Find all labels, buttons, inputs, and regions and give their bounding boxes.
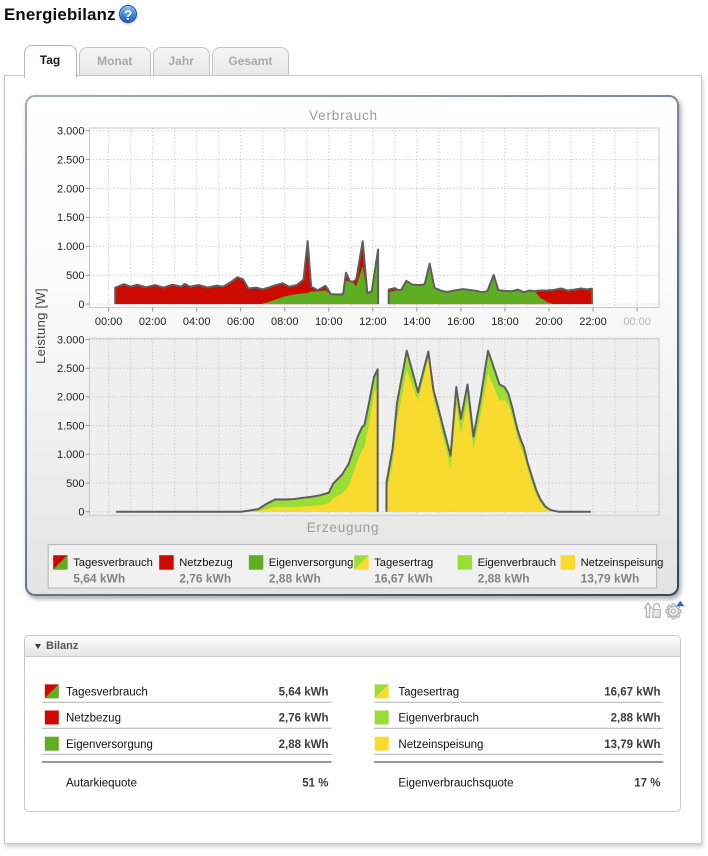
svg-text:10:00: 10:00 bbox=[315, 316, 343, 328]
svg-text:2,76 kWh: 2,76 kWh bbox=[279, 712, 329, 724]
svg-text:2,88 kWh: 2,88 kWh bbox=[269, 571, 321, 585]
svg-text:18:00: 18:00 bbox=[491, 316, 519, 328]
svg-text:2.000: 2.000 bbox=[57, 392, 85, 404]
svg-text:02:00: 02:00 bbox=[139, 316, 167, 328]
svg-text:2,76 kWh: 2,76 kWh bbox=[179, 571, 231, 585]
svg-text:16,67 kWh: 16,67 kWh bbox=[374, 571, 433, 585]
svg-text:Netzbezug: Netzbezug bbox=[66, 712, 121, 724]
svg-text:Tagesertrag: Tagesertrag bbox=[398, 686, 459, 698]
svg-text:1.000: 1.000 bbox=[57, 241, 85, 253]
svg-text:Eigenversorgung: Eigenversorgung bbox=[269, 557, 354, 569]
svg-text:2.000: 2.000 bbox=[57, 183, 85, 195]
svg-text:22:00: 22:00 bbox=[579, 316, 607, 328]
svg-text:1.500: 1.500 bbox=[57, 212, 85, 224]
svg-text:0: 0 bbox=[78, 507, 84, 519]
svg-text:12:00: 12:00 bbox=[359, 316, 387, 328]
svg-text:00:00: 00:00 bbox=[623, 316, 651, 328]
svg-text:06:00: 06:00 bbox=[227, 316, 255, 328]
svg-text:5,64 kWh: 5,64 kWh bbox=[279, 686, 329, 698]
svg-text:13,79 kWh: 13,79 kWh bbox=[581, 571, 640, 585]
svg-text:Leistung [W]: Leistung [W] bbox=[33, 288, 48, 364]
svg-text:04:00: 04:00 bbox=[183, 316, 211, 328]
svg-text:Netzbezug: Netzbezug bbox=[179, 557, 233, 569]
svg-text:Erzeugung: Erzeugung bbox=[307, 520, 380, 535]
svg-text:16,67 kWh: 16,67 kWh bbox=[604, 686, 660, 698]
svg-text:08:00: 08:00 bbox=[271, 316, 299, 328]
svg-text:2,88 kWh: 2,88 kWh bbox=[478, 571, 530, 585]
svg-text:500: 500 bbox=[66, 270, 84, 282]
svg-text:3.000: 3.000 bbox=[57, 126, 85, 138]
svg-text:0: 0 bbox=[78, 299, 84, 311]
svg-text:16:00: 16:00 bbox=[447, 316, 475, 328]
svg-text:1.500: 1.500 bbox=[57, 420, 85, 432]
svg-text:Netzeinspeisung: Netzeinspeisung bbox=[398, 738, 483, 750]
svg-text:3.000: 3.000 bbox=[57, 334, 85, 346]
svg-text:51 %: 51 % bbox=[302, 777, 328, 789]
svg-text:Tagesverbrauch: Tagesverbrauch bbox=[66, 686, 148, 698]
svg-text:Eigenversorgung: Eigenversorgung bbox=[66, 738, 153, 750]
svg-text:2.500: 2.500 bbox=[57, 154, 85, 166]
svg-text:13,79 kWh: 13,79 kWh bbox=[604, 738, 660, 750]
svg-text:Verbrauch: Verbrauch bbox=[309, 108, 378, 123]
svg-text:Autarkiequote: Autarkiequote bbox=[66, 777, 137, 789]
svg-text:2,88 kWh: 2,88 kWh bbox=[279, 738, 329, 750]
svg-text:2.500: 2.500 bbox=[57, 363, 85, 375]
svg-text:Eigenverbrauch: Eigenverbrauch bbox=[478, 557, 556, 569]
svg-text:17 %: 17 % bbox=[634, 777, 660, 789]
svg-text:00:00: 00:00 bbox=[95, 316, 123, 328]
svg-text:1.000: 1.000 bbox=[57, 449, 85, 461]
svg-text:Tagesertrag: Tagesertrag bbox=[374, 557, 433, 569]
svg-text:500: 500 bbox=[66, 478, 84, 490]
svg-text:14:00: 14:00 bbox=[403, 316, 431, 328]
svg-text:20:00: 20:00 bbox=[535, 316, 563, 328]
svg-text:Tagesverbrauch: Tagesverbrauch bbox=[73, 557, 153, 569]
svg-text:Eigenverbrauch: Eigenverbrauch bbox=[398, 712, 479, 724]
svg-text:5,64 kWh: 5,64 kWh bbox=[73, 571, 125, 585]
svg-text:Eigenverbrauchsquote: Eigenverbrauchsquote bbox=[398, 777, 513, 789]
svg-text:2,88 kWh: 2,88 kWh bbox=[611, 712, 661, 724]
svg-text:Netzeinspeisung: Netzeinspeisung bbox=[581, 557, 664, 569]
